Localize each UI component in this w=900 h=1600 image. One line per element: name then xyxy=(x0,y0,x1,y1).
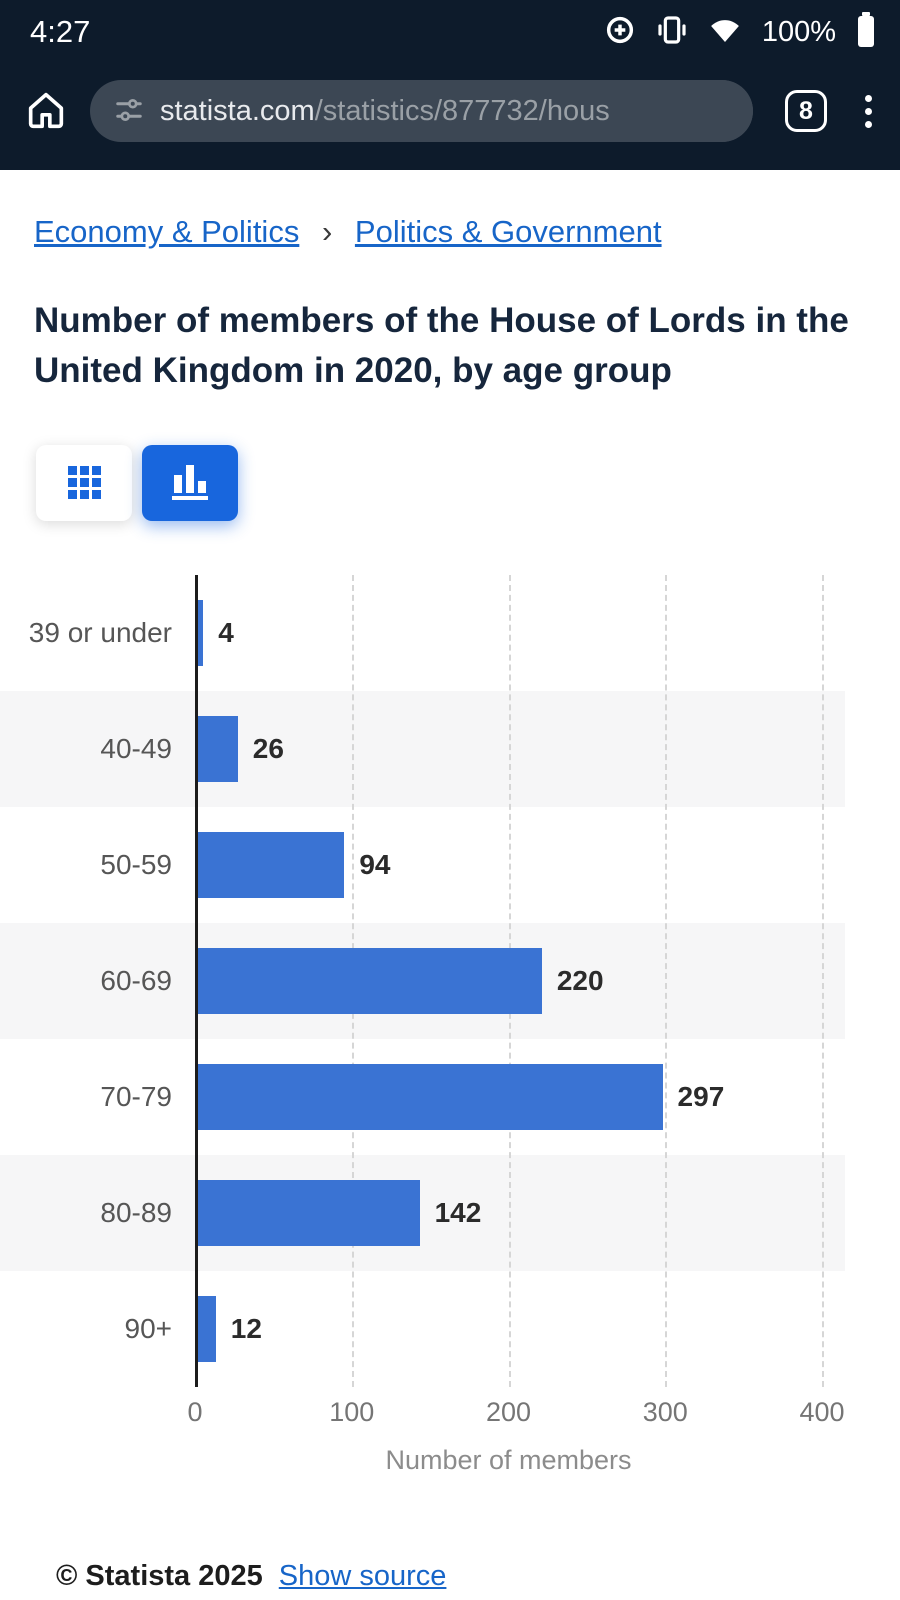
chart-rows: 39 or under 4 40-49 26 50-59 94 60-69 220 70-79 2… xyxy=(0,575,845,1387)
category-label: 50-59 xyxy=(100,848,172,880)
x-tick-label: 400 xyxy=(799,1396,845,1427)
status-icons: 100% xyxy=(604,11,876,53)
bar xyxy=(197,599,204,666)
data-saver-icon xyxy=(604,14,636,51)
home-button[interactable] xyxy=(10,87,82,136)
bar-value-label: 4 xyxy=(218,616,234,648)
bar-value-label: 94 xyxy=(359,848,391,880)
status-bar: 4:27 100% xyxy=(0,0,900,58)
wifi-icon xyxy=(708,13,742,52)
category-label: 70-79 xyxy=(100,1080,172,1112)
view-toggle xyxy=(0,397,900,521)
chart-row: 39 or under 4 xyxy=(0,575,845,691)
chart-row: 80-89 142 xyxy=(0,1154,845,1271)
bar-chart: 39 or under 4 40-49 26 50-59 94 60-69 220 70-79 2… xyxy=(0,574,845,1476)
bar-value-label: 297 xyxy=(677,1080,725,1112)
kebab-dot xyxy=(865,120,872,128)
category-label: 60-69 xyxy=(100,964,172,996)
battery-icon xyxy=(856,11,876,53)
url-fade xyxy=(673,80,753,142)
browser-toolbar: statista.com/statistics/877732/hous 8 xyxy=(0,58,900,170)
x-tick-label: 300 xyxy=(642,1396,688,1427)
bar xyxy=(197,1063,663,1130)
battery-percentage: 100% xyxy=(761,15,836,48)
vibrate-icon xyxy=(656,14,688,51)
bar-value-label: 12 xyxy=(230,1312,262,1344)
x-axis-label: Number of members xyxy=(385,1444,632,1475)
bar-value-label: 26 xyxy=(252,732,284,764)
browser-menu-button[interactable] xyxy=(851,85,886,138)
x-axis-ticks: 0 100 200 300 400 xyxy=(0,1389,845,1433)
show-source-link[interactable]: Show source xyxy=(278,1559,447,1592)
home-icon xyxy=(23,87,69,136)
chart-row: 70-79 297 xyxy=(0,1039,845,1155)
bar xyxy=(197,1179,420,1246)
chart-view-button[interactable] xyxy=(142,444,238,521)
url-bar[interactable]: statista.com/statistics/877732/hous xyxy=(90,80,753,142)
bar-value-label: 220 xyxy=(556,964,604,996)
bar xyxy=(197,715,238,782)
breadcrumb-link-politics-government[interactable]: Politics & Government xyxy=(354,214,662,249)
chart-row: 90+ 12 xyxy=(0,1271,845,1387)
url-domain: statista.com xyxy=(160,94,315,127)
chart-plot-area: 39 or under 4 40-49 26 50-59 94 60-69 220 70-79 2… xyxy=(0,574,845,1387)
x-tick-label: 0 xyxy=(187,1396,203,1427)
x-tick-label: 200 xyxy=(485,1396,532,1427)
site-settings-icon xyxy=(114,95,144,128)
chart-footer: © Statista 2025 Show source xyxy=(0,1560,900,1593)
status-time: 4:27 xyxy=(30,14,91,49)
bar-value-label: 142 xyxy=(434,1196,482,1228)
category-label: 80-89 xyxy=(100,1196,172,1228)
copyright-text: © Statista 2025 xyxy=(56,1559,263,1592)
bar xyxy=(197,947,542,1014)
bar xyxy=(197,1295,216,1362)
bar xyxy=(197,831,345,898)
category-label: 90+ xyxy=(124,1312,173,1344)
app-header: 4:27 100% statist xyxy=(0,0,900,170)
chart-row: 40-49 26 xyxy=(0,690,845,807)
kebab-dot xyxy=(865,107,872,115)
tab-switcher-button[interactable]: 8 xyxy=(785,90,827,132)
category-label: 40-49 xyxy=(100,732,172,764)
page-title: Number of members of the House of Lords … xyxy=(34,301,849,391)
breadcrumb-link-economy-politics[interactable]: Economy & Politics xyxy=(34,214,300,249)
x-tick-label: 100 xyxy=(329,1396,375,1427)
bar-chart-icon xyxy=(172,465,208,501)
url-path: /statistics/877732/hous xyxy=(314,94,610,127)
table-grid-icon xyxy=(67,466,101,500)
chart-row: 50-59 94 xyxy=(0,807,845,923)
table-view-button[interactable] xyxy=(36,444,132,521)
kebab-dot xyxy=(865,94,872,102)
breadcrumb: Economy & Politics › Politics & Governme… xyxy=(0,170,900,250)
breadcrumb-separator: › xyxy=(321,214,333,249)
chart-row: 60-69 220 xyxy=(0,922,845,1039)
category-label: 39 or under xyxy=(28,616,172,648)
url-text: statista.com/statistics/877732/hous xyxy=(160,95,610,128)
